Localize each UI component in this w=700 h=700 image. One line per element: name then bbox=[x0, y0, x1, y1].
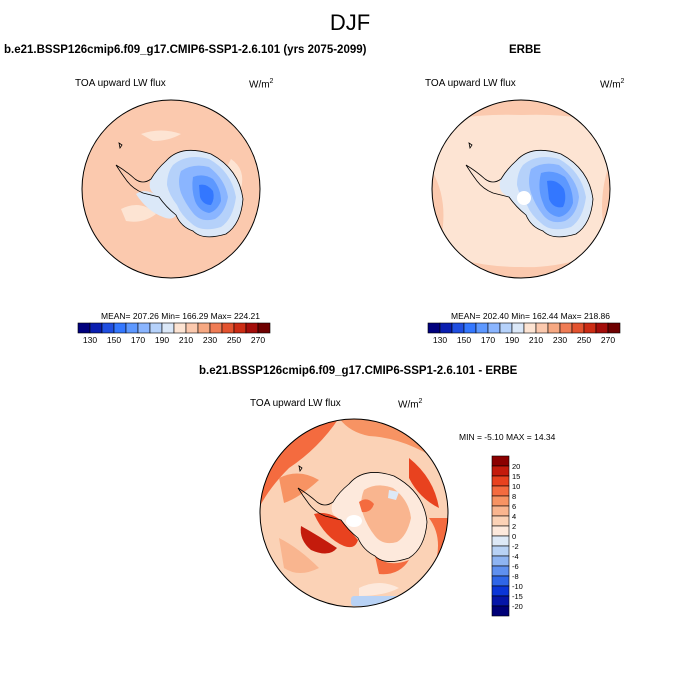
obs-colorbar-swatch bbox=[547, 322, 561, 334]
obs-stats: MEAN= 202.40 Min= 162.44 Max= 218.86 bbox=[451, 311, 611, 321]
model-colorbar-swatch bbox=[149, 322, 163, 334]
obs-colorbar-swatch bbox=[571, 322, 585, 334]
model-colorbar-swatch bbox=[197, 322, 211, 334]
model-variable-label: TOA upward LW flux bbox=[75, 78, 166, 89]
diff-colorbar-tick-label: -20 bbox=[512, 602, 523, 611]
diff-stats: MIN = -5.10 MAX = 14.34 bbox=[459, 432, 556, 442]
obs-colorbar-tick-label: 230 bbox=[553, 335, 567, 345]
model-colorbar-tick-label: 130 bbox=[83, 335, 97, 345]
model-units-label: W/m2 bbox=[249, 78, 274, 91]
obs-colorbar-swatch bbox=[583, 322, 597, 334]
obs-colorbar-swatch bbox=[499, 322, 513, 334]
model-colorbar-tick-label: 170 bbox=[131, 335, 145, 345]
diff-variable-label: TOA upward LW flux bbox=[250, 398, 341, 409]
model-colorbar-swatch bbox=[89, 322, 103, 334]
diff-colorbar-tick-label: 4 bbox=[512, 512, 516, 521]
diff-colorbar-swatch bbox=[491, 485, 510, 497]
obs-colorbar-swatch bbox=[595, 322, 609, 334]
model-colorbar-swatch bbox=[161, 322, 175, 334]
model-colorbar-tick-label: 230 bbox=[203, 335, 217, 345]
diff-colorbar-tick-label: 8 bbox=[512, 492, 516, 501]
diff-polar-map bbox=[259, 418, 449, 608]
diff-colorbar-swatch bbox=[491, 545, 510, 557]
obs-colorbar-swatch bbox=[427, 322, 441, 334]
diff-colorbar-tick-label: -15 bbox=[512, 592, 523, 601]
obs-colorbar-swatch bbox=[535, 322, 549, 334]
obs-units-label: W/m2 bbox=[600, 78, 625, 91]
obs-colorbar-tick-label: 130 bbox=[433, 335, 447, 345]
model-colorbar-tick-label: 150 bbox=[107, 335, 121, 345]
model-colorbar-swatch bbox=[257, 322, 271, 334]
diff-colorbar-swatch bbox=[491, 475, 510, 487]
model-colorbar: 130 150 170 190 210 230 250 270 bbox=[77, 322, 271, 345]
obs-colorbar-tick-label: 270 bbox=[601, 335, 615, 345]
obs-colorbar: 130 150 170 190 210 230 250 270 bbox=[427, 322, 621, 345]
diff-colorbar-tick-label: -6 bbox=[512, 562, 519, 571]
diff-colorbar-tick-label: -8 bbox=[512, 572, 519, 581]
diff-colorbar-swatch bbox=[491, 535, 510, 547]
diff-colorbar-swatch bbox=[491, 465, 510, 477]
obs-variable-label: TOA upward LW flux bbox=[425, 78, 516, 89]
model-colorbar-swatch bbox=[137, 322, 151, 334]
diff-colorbar-swatch bbox=[491, 515, 510, 527]
model-colorbar-swatch bbox=[77, 322, 91, 334]
obs-colorbar-swatch bbox=[439, 322, 453, 334]
model-panel-title: b.e21.BSSP126cmip6.f09_g17.CMIP6-SSP1-2.… bbox=[4, 44, 367, 56]
obs-colorbar-tick-label: 170 bbox=[481, 335, 495, 345]
obs-colorbar-swatch bbox=[559, 322, 573, 334]
obs-panel-title: ERBE bbox=[509, 44, 541, 56]
diff-colorbar-swatch bbox=[491, 495, 510, 507]
model-colorbar-tick-label: 190 bbox=[155, 335, 169, 345]
model-colorbar-swatch bbox=[245, 322, 259, 334]
diff-colorbar-swatch bbox=[491, 605, 510, 617]
model-colorbar-swatch bbox=[101, 322, 115, 334]
diff-colorbar-tick-label: 15 bbox=[512, 472, 520, 481]
model-colorbar-swatch bbox=[125, 322, 139, 334]
model-stats: MEAN= 207.26 Min= 166.29 Max= 224.21 bbox=[101, 311, 261, 321]
diff-colorbar-swatch bbox=[491, 505, 510, 517]
diff-colorbar-tick-label: 6 bbox=[512, 502, 516, 511]
model-colorbar-swatch bbox=[113, 322, 127, 334]
obs-colorbar-swatch bbox=[451, 322, 465, 334]
model-polar-map bbox=[81, 99, 261, 279]
model-colorbar-swatch bbox=[185, 322, 199, 334]
obs-polar-map bbox=[431, 99, 611, 279]
diff-colorbar-tick-label: -2 bbox=[512, 542, 519, 551]
diff-colorbar-swatch bbox=[491, 565, 510, 577]
diff-colorbar-swatch bbox=[491, 575, 510, 587]
diff-colorbar-swatch bbox=[491, 595, 510, 607]
model-colorbar-swatch bbox=[173, 322, 187, 334]
obs-colorbar-swatch bbox=[487, 322, 501, 334]
model-colorbar-swatch bbox=[209, 322, 223, 334]
model-colorbar-tick-label: 250 bbox=[227, 335, 241, 345]
diff-colorbar-swatch bbox=[491, 525, 510, 537]
obs-colorbar-tick-label: 250 bbox=[577, 335, 591, 345]
obs-colorbar-swatch bbox=[511, 322, 525, 334]
obs-colorbar-swatch bbox=[475, 322, 489, 334]
diff-units-label: W/m2 bbox=[398, 398, 423, 411]
diff-panel-title: b.e21.BSSP126cmip6.f09_g17.CMIP6-SSP1-2.… bbox=[199, 365, 518, 377]
obs-colorbar-swatch bbox=[607, 322, 621, 334]
model-colorbar-tick-label: 270 bbox=[251, 335, 265, 345]
diff-colorbar-swatch bbox=[491, 555, 510, 567]
obs-colorbar-swatch bbox=[463, 322, 477, 334]
diff-colorbar-swatch bbox=[491, 585, 510, 597]
diff-colorbar-tick-label: 0 bbox=[512, 532, 516, 541]
diff-colorbar-tick-label: 20 bbox=[512, 462, 520, 471]
obs-colorbar-tick-label: 150 bbox=[457, 335, 471, 345]
diff-colorbar-tick-label: 2 bbox=[512, 522, 516, 531]
figure-title: DJF bbox=[329, 10, 371, 35]
diff-colorbar-tick-label: 10 bbox=[512, 482, 520, 491]
obs-colorbar-tick-label: 190 bbox=[505, 335, 519, 345]
model-colorbar-tick-label: 210 bbox=[179, 335, 193, 345]
obs-colorbar-tick-label: 210 bbox=[529, 335, 543, 345]
model-colorbar-swatch bbox=[221, 322, 235, 334]
obs-colorbar-swatch bbox=[523, 322, 537, 334]
diff-colorbar-tick-label: -4 bbox=[512, 552, 519, 561]
diff-colorbar-tick-label: -10 bbox=[512, 582, 523, 591]
diff-colorbar-swatch bbox=[491, 455, 510, 467]
model-colorbar-swatch bbox=[233, 322, 247, 334]
